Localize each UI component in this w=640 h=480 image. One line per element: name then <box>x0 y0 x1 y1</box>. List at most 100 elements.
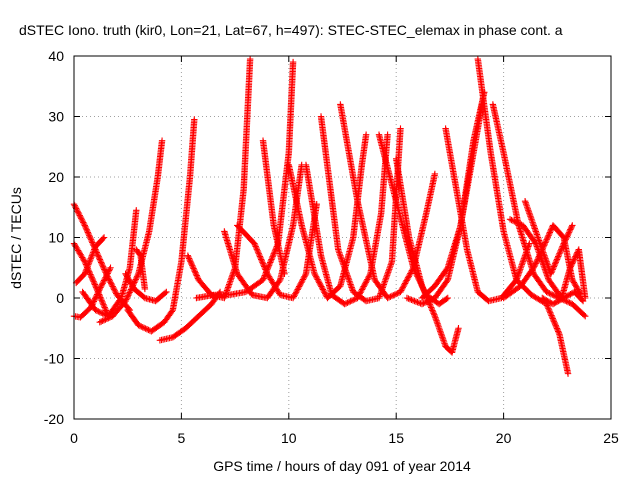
data-point-marker <box>96 319 103 326</box>
data-point-marker <box>321 289 328 296</box>
data-point-marker <box>428 305 435 313</box>
data-point-marker <box>542 237 550 245</box>
data-point-marker <box>93 291 101 298</box>
data-point-marker <box>189 262 196 269</box>
data-point-marker <box>161 289 169 297</box>
data-point-marker <box>552 259 559 266</box>
data-point-marker <box>535 254 542 262</box>
data-point-marker <box>555 251 563 259</box>
data-point-marker <box>95 288 102 295</box>
data-point-marker <box>88 237 95 245</box>
data-point-marker <box>547 226 555 233</box>
data-point-marker <box>427 304 435 311</box>
data-point-marker <box>405 273 413 280</box>
data-point-marker <box>187 258 194 265</box>
data-point-marker <box>429 307 436 314</box>
data-point-marker <box>89 250 96 258</box>
data-point-marker <box>545 306 553 314</box>
data-point-marker <box>543 288 550 296</box>
data-point-marker <box>530 264 537 271</box>
data-point-marker <box>191 268 198 275</box>
data-point-marker <box>259 276 267 284</box>
data-point-marker <box>193 272 200 279</box>
data-point-marker <box>262 267 270 275</box>
data-point-marker <box>544 233 552 240</box>
data-point-marker <box>409 297 417 304</box>
data-point-marker <box>188 260 195 268</box>
data-point-marker <box>84 229 92 236</box>
data-point-marker <box>391 291 398 298</box>
data-point-marker <box>533 257 541 264</box>
data-point-marker <box>515 220 522 227</box>
data-point-marker <box>267 259 274 266</box>
series-track <box>193 58 297 302</box>
data-point-marker <box>566 299 573 306</box>
data-point-marker <box>348 297 356 304</box>
data-point-marker <box>254 248 262 256</box>
data-point-marker <box>102 274 109 281</box>
data-point-marker <box>552 322 559 329</box>
data-point-marker <box>141 285 149 293</box>
data-point-marker <box>86 258 93 265</box>
data-point-marker <box>547 299 554 306</box>
data-point-marker <box>85 261 92 268</box>
data-point-marker <box>556 297 563 304</box>
data-point-marker <box>101 304 108 311</box>
data-point-marker <box>514 219 521 226</box>
data-point-marker <box>254 247 261 254</box>
data-point-marker <box>560 294 567 302</box>
data-point-marker <box>428 296 436 303</box>
data-point-marker <box>294 286 301 293</box>
data-point-marker <box>82 267 90 274</box>
data-point-marker <box>82 225 90 232</box>
data-point-marker <box>89 277 97 284</box>
data-point-marker <box>567 291 574 298</box>
data-point-marker <box>314 276 321 283</box>
data-point-marker <box>554 254 561 262</box>
data-point-marker <box>87 255 94 262</box>
data-point-marker <box>85 232 93 239</box>
data-point-marker <box>84 227 91 235</box>
data-point-marker <box>281 270 288 277</box>
data-point-marker <box>131 277 139 285</box>
data-point-marker <box>91 296 98 304</box>
data-point-marker <box>138 323 145 330</box>
data-point-marker <box>301 273 308 280</box>
data-point-marker <box>185 255 193 262</box>
data-point-marker <box>260 275 267 282</box>
data-point-marker <box>253 244 260 252</box>
data-point-marker <box>134 272 141 279</box>
data-point-marker <box>560 240 567 247</box>
data-point-marker <box>105 267 113 274</box>
data-point-marker <box>100 277 108 284</box>
data-point-marker <box>443 265 451 273</box>
data-point-marker <box>394 290 401 297</box>
data-point-marker <box>534 256 541 263</box>
data-point-marker <box>427 302 434 310</box>
data-point-marker <box>408 296 415 304</box>
data-point-marker <box>256 251 263 259</box>
data-point-marker <box>109 283 116 290</box>
data-point-marker <box>559 295 566 302</box>
y-tick-label: 0 <box>56 290 64 306</box>
data-point-marker <box>558 244 566 252</box>
data-point-marker <box>580 311 588 319</box>
data-point-marker <box>565 291 573 299</box>
x-tick-label: 0 <box>70 430 78 446</box>
data-point-marker <box>563 234 570 242</box>
series-track <box>474 55 572 377</box>
data-points <box>70 55 589 377</box>
data-point-marker <box>190 265 197 272</box>
data-point-marker <box>562 236 569 243</box>
data-point-marker <box>360 283 367 290</box>
data-point-marker <box>559 243 566 250</box>
data-point-marker <box>549 266 556 273</box>
data-point-marker <box>259 260 267 267</box>
data-point-marker <box>95 253 102 260</box>
data-point-marker <box>123 296 130 303</box>
data-point-marker <box>320 287 327 295</box>
data-point-marker <box>90 247 97 255</box>
data-point-marker <box>108 281 116 289</box>
data-point-marker <box>313 274 321 282</box>
data-point-marker <box>565 229 573 236</box>
